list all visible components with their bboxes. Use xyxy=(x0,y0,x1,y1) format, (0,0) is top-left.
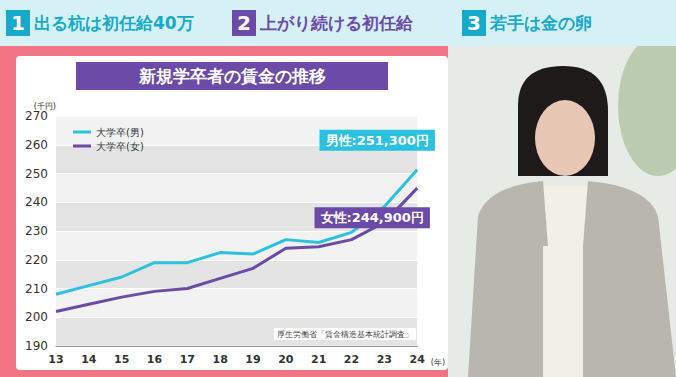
svg-text:24: 24 xyxy=(410,353,426,366)
svg-text:23: 23 xyxy=(377,353,392,366)
svg-text:190: 190 xyxy=(25,339,48,353)
svg-text:210: 210 xyxy=(25,282,48,296)
svg-text:19: 19 xyxy=(245,353,260,366)
svg-text:20: 20 xyxy=(278,353,294,366)
html-text:若手は金の卵: 若手は金の卵 xyxy=(490,12,592,33)
svg-text:18: 18 xyxy=(213,353,228,366)
svg-text:大学卒(女): 大学卒(女) xyxy=(96,141,144,152)
svg-text:14: 14 xyxy=(81,353,97,366)
svg-text:230: 230 xyxy=(25,224,48,238)
svg-text:女性:244,900円: 女性:244,900円 xyxy=(319,210,423,225)
svg-text:厚生労働省「賃金構造基本統計調査」: 厚生労働省「賃金構造基本統計調査」 xyxy=(277,330,413,339)
html-text:新規学卒者の賃金の推移: 新規学卒者の賃金の推移 xyxy=(138,65,326,86)
svg-text:270: 270 xyxy=(25,109,48,123)
svg-text:男性:251,300円: 男性:251,300円 xyxy=(324,133,428,148)
svg-text:大学卒(男): 大学卒(男) xyxy=(96,127,144,138)
svg-text:13: 13 xyxy=(48,353,63,366)
svg-text:200: 200 xyxy=(25,310,48,324)
svg-text:240: 240 xyxy=(25,195,48,209)
html-text:2: 2 xyxy=(237,11,251,35)
html-text:出る杭は初任給40万: 出る杭は初任給40万 xyxy=(34,12,194,33)
html-text:3: 3 xyxy=(467,11,481,35)
svg-text:260: 260 xyxy=(25,138,48,152)
svg-text:22: 22 xyxy=(344,353,359,366)
svg-text:16: 16 xyxy=(147,353,163,366)
html-text:上がり続ける初任給: 上がり続ける初任給 xyxy=(260,12,413,33)
html-text:1: 1 xyxy=(11,11,25,35)
svg-text:220: 220 xyxy=(25,253,48,267)
svg-text:21: 21 xyxy=(311,353,326,366)
svg-text:15: 15 xyxy=(114,353,129,366)
svg-text:17: 17 xyxy=(180,353,195,366)
svg-text:(年): (年) xyxy=(431,358,445,367)
svg-text:250: 250 xyxy=(25,167,48,181)
svg-text:(千円): (千円) xyxy=(33,101,56,111)
